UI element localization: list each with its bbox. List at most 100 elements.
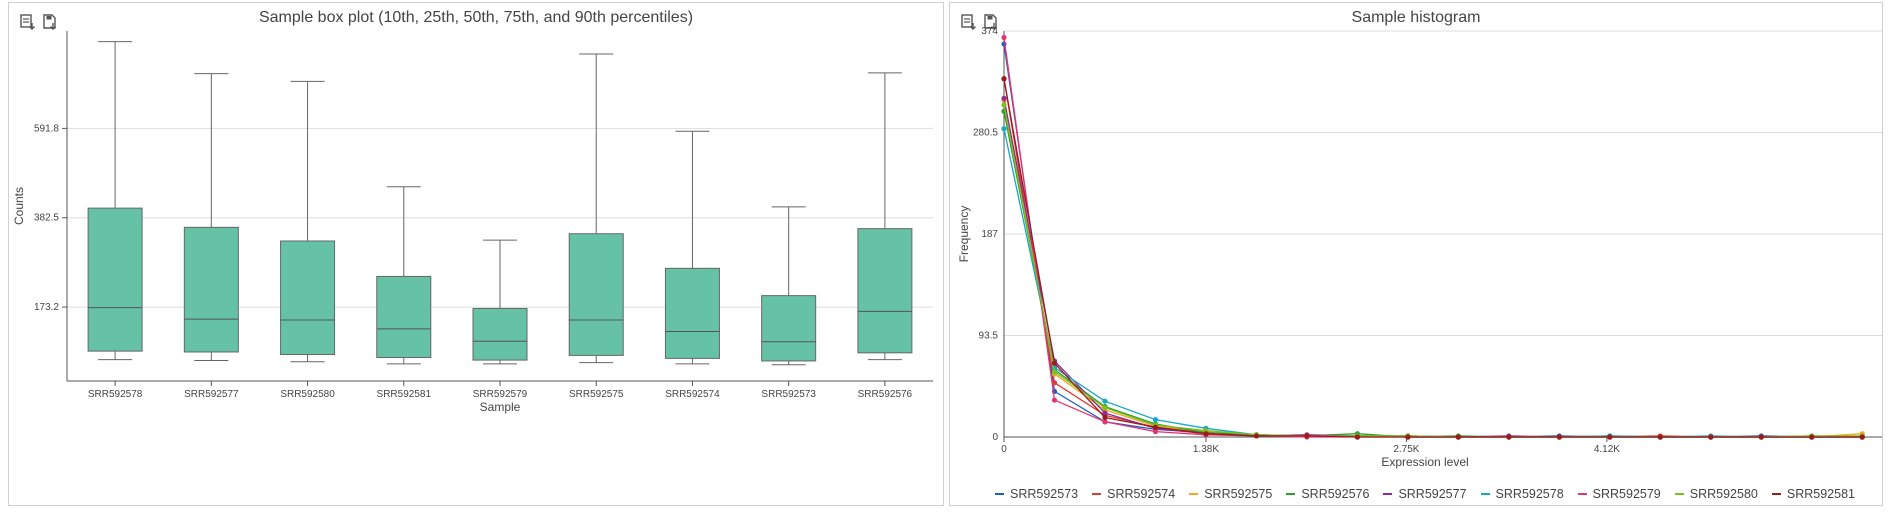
data-point-SRR592581 — [1455, 434, 1461, 440]
data-point-SRR592580 — [1001, 102, 1007, 108]
legend-label: SRR592580 — [1689, 487, 1758, 501]
box-SRR592579 — [472, 307, 528, 361]
legend-item-SRR592576[interactable]: SRR592576 — [1286, 487, 1369, 501]
legend-item-SRR592580[interactable]: SRR592580 — [1674, 487, 1758, 501]
data-point-SRR592581 — [1203, 431, 1209, 437]
histogram-title: Sample histogram — [1351, 9, 1481, 26]
data-point-SRR592581 — [1657, 434, 1663, 440]
box-SRR592578 — [87, 207, 143, 352]
save-image-icon[interactable] — [982, 13, 1000, 31]
data-point-SRR592577 — [1102, 410, 1108, 416]
legend-swatch — [1286, 493, 1296, 495]
legend-item-SRR592573[interactable]: SRR592573 — [995, 487, 1078, 501]
series-line-SRR592580 — [1003, 104, 1863, 438]
legend-item-SRR592578[interactable]: SRR592578 — [1480, 487, 1564, 501]
y-tick-label: 374 — [981, 26, 998, 37]
legend-item-SRR592574[interactable]: SRR592574 — [1092, 487, 1175, 501]
y-tick-label: 93.5 — [979, 331, 999, 342]
data-point-SRR592579 — [1001, 34, 1007, 41]
data-point-SRR592581 — [1607, 434, 1613, 440]
y-tick-label: 591.8 — [34, 123, 59, 134]
series-line-SRR592581 — [1003, 78, 1863, 438]
legend-swatch — [1189, 493, 1199, 495]
legend-item-SRR592579[interactable]: SRR592579 — [1577, 487, 1661, 501]
series-line-SRR592577 — [1003, 98, 1863, 438]
data-point-SRR592579 — [1102, 419, 1108, 425]
data-point-SRR592581 — [1506, 434, 1512, 440]
legend-label: SRR592573 — [1010, 487, 1079, 501]
legend-label: SRR592576 — [1301, 487, 1370, 501]
x-tick-label: SRR592581 — [377, 389, 432, 400]
x-axis-label: Expression level — [1381, 455, 1468, 469]
box-SRR592576 — [857, 228, 913, 354]
legend-swatch — [1674, 493, 1684, 495]
data-point-SRR592581 — [1152, 424, 1159, 430]
x-tick-label: SRR592574 — [665, 389, 720, 400]
legend-label: SRR592579 — [1592, 487, 1661, 501]
series-line-SRR592573 — [1003, 43, 1863, 438]
series-line-SRR592576 — [1003, 111, 1863, 438]
legend-item-SRR592577[interactable]: SRR592577 — [1383, 487, 1467, 501]
legend-swatch — [1480, 493, 1490, 495]
x-tick-label: 1.38K — [1193, 444, 1219, 455]
legend-label: SRR592575 — [1204, 487, 1273, 501]
box-SRR592577 — [183, 226, 239, 353]
data-point-SRR592581 — [1859, 434, 1865, 440]
data-point-SRR592581 — [1758, 434, 1764, 440]
x-tick-label: 2.75K — [1393, 444, 1419, 455]
data-point-SRR592579 — [1152, 428, 1159, 435]
box-plot-canvas: 173.2 382.5 591.8 SRR592578 SRR592577 SRR5925… — [12, 31, 933, 414]
data-point-SRR592581 — [1304, 433, 1310, 439]
legend-swatch — [1577, 493, 1587, 495]
y-tick-label: 187 — [981, 229, 998, 240]
y-axis-label: Frequency — [957, 206, 971, 263]
data-point-SRR592579 — [1051, 397, 1058, 403]
data-point-SRR592581 — [1051, 360, 1058, 366]
legend-item-SRR592581[interactable]: SRR592581 — [1771, 487, 1855, 501]
data-point-SRR592580 — [1051, 369, 1058, 375]
data-point-SRR592581 — [1102, 414, 1108, 421]
legend-swatch — [1092, 493, 1102, 495]
data-point-SRR592578 — [1152, 417, 1159, 423]
save-image-icon[interactable] — [41, 13, 59, 31]
y-tick-label: 280.5 — [973, 128, 998, 139]
box-SRR592573 — [761, 295, 817, 362]
export-data-icon[interactable] — [960, 13, 978, 31]
data-point-SRR592581 — [1708, 434, 1714, 440]
legend-label: SRR592581 — [1786, 487, 1855, 501]
box-SRR592575 — [568, 233, 624, 356]
y-tick-label: 0 — [992, 432, 998, 443]
data-point-SRR592581 — [1405, 434, 1411, 440]
legend-item-SRR592575[interactable]: SRR592575 — [1189, 487, 1272, 501]
export-data-icon[interactable] — [19, 13, 37, 31]
box-SRR592580 — [280, 240, 336, 356]
data-point-SRR592580 — [1102, 405, 1108, 411]
x-tick-label: SRR592577 — [184, 389, 239, 400]
histogram-legend: SRR592573 SRR592574 SRR592575 SRR592576 SRR5… — [995, 487, 1855, 501]
x-tick-label: SRR592578 — [88, 389, 143, 400]
x-tick-label: SRR592573 — [761, 389, 816, 400]
x-tick-label: SRR592580 — [280, 389, 335, 400]
x-tick-label: SRR592576 — [858, 389, 913, 400]
series-line-SRR592578 — [1003, 128, 1863, 438]
x-tick-label: SRR592579 — [473, 389, 528, 400]
legend-swatch — [995, 493, 1004, 495]
y-tick-label: 382.5 — [34, 213, 59, 224]
legend-swatch — [1771, 493, 1781, 495]
x-tick-label: SRR592575 — [569, 389, 624, 400]
legend-label: SRR592577 — [1398, 487, 1467, 501]
box-plot-title: Sample box plot (10th, 25th, 50th, 75th,… — [258, 9, 694, 26]
data-point-SRR592581 — [1001, 76, 1007, 82]
histogram-canvas: 0 93.5 187 280.5 374 0 1.38K 2.75K 4.12K Expressi… — [957, 26, 1882, 469]
data-point-SRR592578 — [1102, 398, 1108, 404]
data-point-SRR592581 — [1354, 434, 1360, 440]
data-point-SRR592577 — [1001, 95, 1007, 101]
data-point-SRR592581 — [1253, 433, 1260, 439]
box-SRR592574 — [664, 267, 720, 359]
box-SRR592581 — [376, 275, 432, 359]
data-point-SRR592581 — [1556, 434, 1562, 440]
legend-label: SRR592574 — [1107, 487, 1176, 501]
legend-swatch — [1383, 493, 1393, 495]
x-tick-label: 4.12K — [1594, 444, 1620, 455]
y-axis-label: Counts — [12, 187, 26, 225]
